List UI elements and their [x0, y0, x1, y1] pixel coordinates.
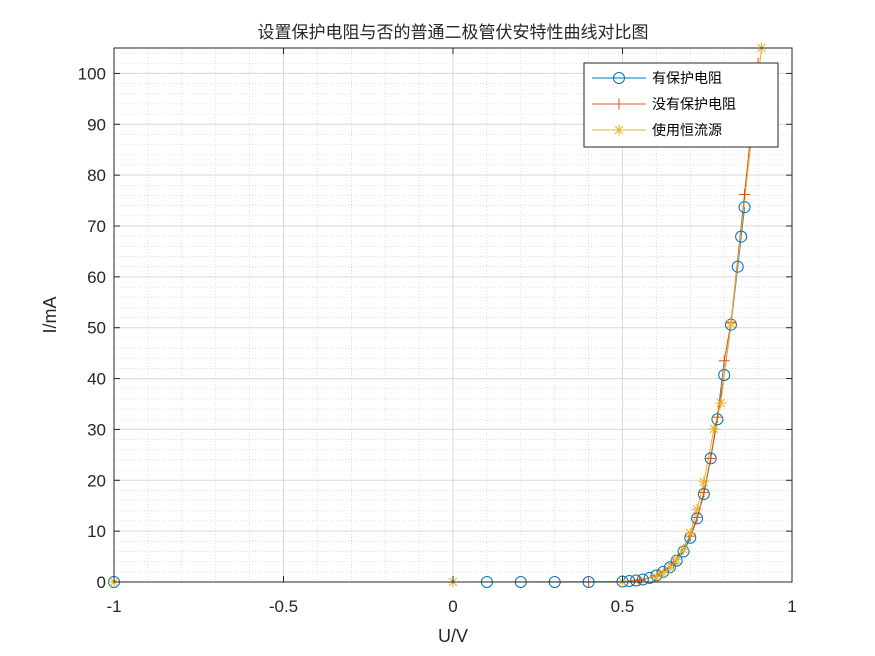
series-3-point — [691, 503, 703, 515]
series-2-point — [633, 574, 645, 586]
y-tick-label: 0 — [97, 573, 106, 592]
y-tick-label: 40 — [87, 370, 106, 389]
x-tick-label: 0.5 — [611, 597, 635, 616]
legend-item: 没有保护电阻 — [592, 97, 736, 113]
x-tick-label: 1 — [787, 597, 796, 616]
series-1-point — [735, 230, 748, 243]
legend-label: 使用恒流源 — [652, 122, 722, 139]
y-tick-label: 50 — [87, 319, 106, 338]
legend-marker — [613, 124, 625, 136]
x-tick-label: 0 — [448, 597, 457, 616]
y-tick-label: 100 — [78, 64, 106, 83]
y-tick-label: 10 — [87, 522, 106, 541]
series-1-point — [623, 574, 636, 587]
series-2-point — [705, 452, 717, 464]
legend-item: 有保护电阻 — [592, 71, 722, 87]
x-axis-label: U/V — [438, 626, 468, 646]
series-3-point — [657, 567, 669, 579]
series-2-point — [718, 355, 730, 367]
series-2-point — [698, 486, 710, 498]
y-tick-label: 90 — [87, 115, 106, 134]
x-tick-label: -0.5 — [269, 597, 298, 616]
series-1-point — [738, 201, 751, 214]
series-1-point — [731, 260, 744, 273]
y-tick-label: 60 — [87, 268, 106, 287]
y-tick-label: 30 — [87, 420, 106, 439]
series-3-point — [678, 543, 690, 555]
series-3-point — [664, 562, 676, 574]
legend-label: 没有保护电阻 — [652, 97, 736, 113]
y-tick-label: 20 — [87, 471, 106, 490]
series-2-point — [739, 188, 751, 200]
tick-marks — [113, 48, 793, 583]
series-3-point — [708, 423, 720, 435]
series-1-point — [718, 369, 731, 382]
series-3-point — [725, 318, 737, 330]
legend-marker — [613, 98, 625, 110]
series-3-point — [715, 397, 727, 409]
series-2-point — [711, 411, 723, 423]
y-tick-label: 80 — [87, 166, 106, 185]
chart-title: 设置保护电阻与否的普通二极管伏安特性曲线对比图 — [258, 23, 649, 43]
series-3-point — [684, 527, 696, 539]
series-3-point — [650, 571, 662, 583]
series-3-point — [698, 476, 710, 488]
series-1-point — [636, 573, 649, 586]
series-3-point — [671, 554, 683, 566]
x-tick-label: -1 — [106, 597, 121, 616]
y-tick-label: 70 — [87, 217, 106, 236]
legend-item: 使用恒流源 — [592, 122, 722, 139]
legend-label: 有保护电阻 — [652, 71, 722, 87]
y-axis-label: I/mA — [40, 296, 60, 333]
legend-marker — [613, 72, 625, 84]
